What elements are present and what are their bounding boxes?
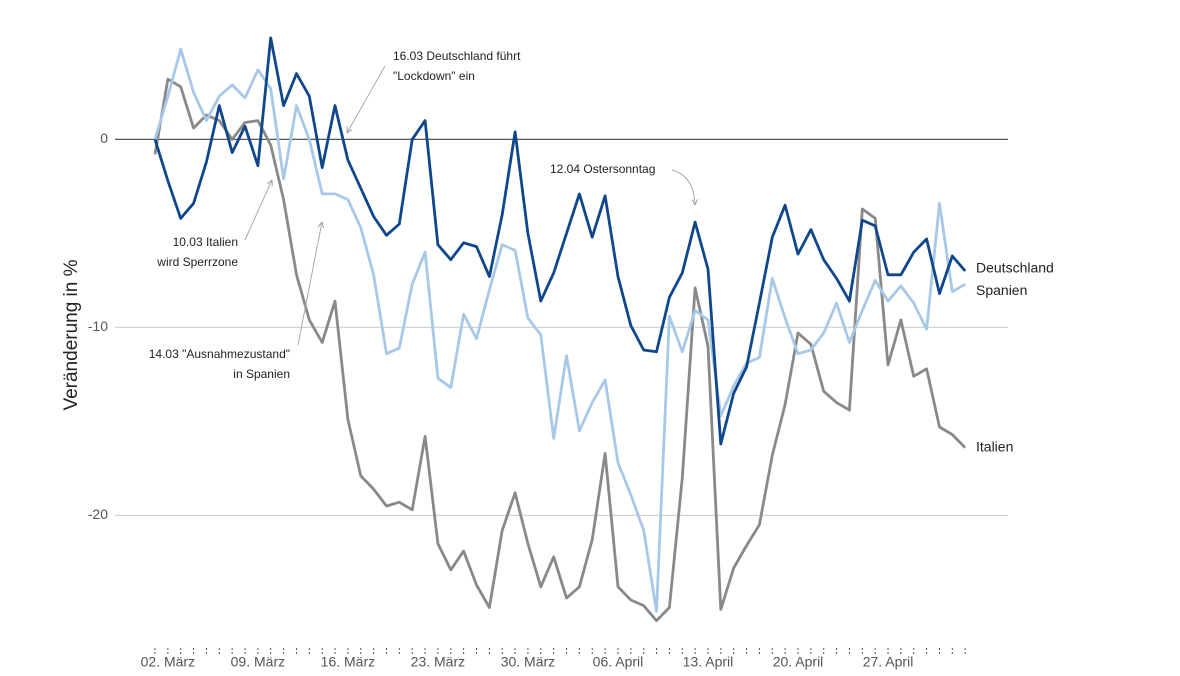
annotation: in Spanien bbox=[233, 367, 290, 381]
annotation: 16.03 Deutschland führt bbox=[393, 49, 521, 63]
x-tick-label: 06. April bbox=[593, 654, 644, 670]
series-label: Deutschland bbox=[976, 260, 1054, 276]
x-tick-label: 16. März bbox=[321, 654, 375, 670]
annotation: wird Sperrzone bbox=[156, 255, 238, 269]
annotation-arrow bbox=[297, 222, 322, 346]
annotation-arrow bbox=[347, 65, 386, 133]
y-tick-label: 0 bbox=[100, 130, 108, 146]
x-tick-label: 02. März bbox=[141, 654, 195, 670]
annotation: "Lockdown" ein bbox=[393, 69, 475, 83]
series-label: Spanien bbox=[976, 282, 1027, 298]
x-tick-label: 13. April bbox=[683, 654, 734, 670]
annotation-arrow bbox=[671, 169, 695, 205]
x-tick-label: 23. März bbox=[411, 654, 465, 670]
annotation: 10.03 Italien bbox=[173, 235, 238, 249]
x-tick-label: 30. März bbox=[501, 654, 555, 670]
y-tick-label: -10 bbox=[88, 318, 108, 334]
series-line bbox=[153, 47, 966, 613]
y-tick-label: -20 bbox=[88, 506, 108, 522]
series-line bbox=[153, 36, 967, 446]
series-label: Italien bbox=[976, 438, 1013, 454]
y-axis-label: Veränderung in % bbox=[61, 259, 82, 410]
annotation: 12.04 Ostersonntag bbox=[550, 162, 655, 176]
series-line bbox=[153, 77, 967, 623]
annotation-arrow bbox=[244, 180, 272, 241]
x-tick-label: 09. März bbox=[231, 654, 285, 670]
x-tick-label: 20. April bbox=[773, 654, 824, 670]
annotation: 14.03 "Ausnahmezustand" bbox=[149, 347, 290, 361]
x-tick-label: 27. April bbox=[863, 654, 914, 670]
